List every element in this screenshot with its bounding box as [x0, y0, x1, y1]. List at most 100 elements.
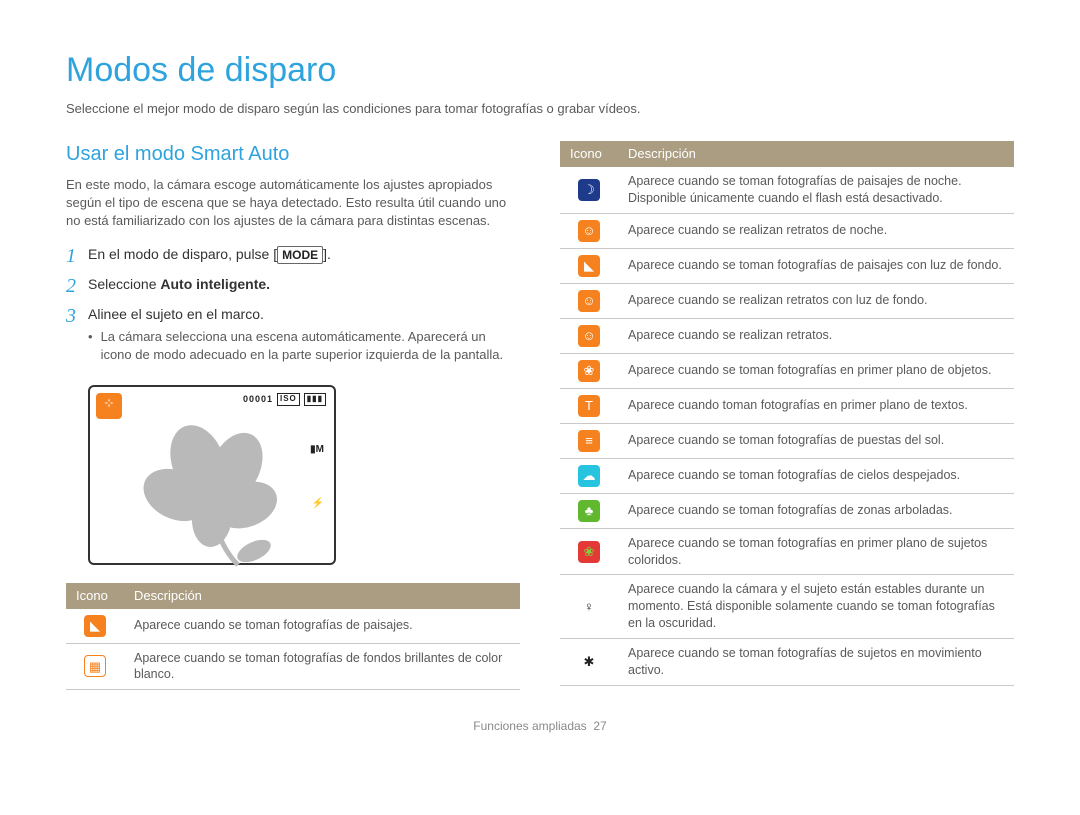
- icon-cell: ☽: [560, 167, 618, 213]
- desc-cell: Aparece cuando se toman fotografías de s…: [618, 639, 1014, 686]
- table-row: ☽ Aparece cuando se toman fotografías de …: [560, 167, 1014, 213]
- step-number: 3: [66, 305, 88, 327]
- step-3: 3 Alinee el sujeto en el marco. La cámar…: [66, 305, 520, 371]
- desc-cell: Aparece cuando se toman fotografías de p…: [618, 248, 1014, 283]
- step-2: 2 Seleccione Auto inteligente.: [66, 275, 520, 297]
- mode-icon: ✱: [578, 651, 600, 673]
- table-row: ≡ Aparece cuando se toman fotografías de …: [560, 423, 1014, 458]
- desc-cell: Aparece cuando se toman fotografías de z…: [618, 493, 1014, 528]
- mode-icon: ❀: [578, 360, 600, 382]
- icon-cell: ♀: [560, 575, 618, 639]
- frame-counter: 00001: [243, 393, 273, 405]
- step-body: En el modo de disparo, pulse [MODE].: [88, 245, 520, 264]
- section-paragraph: En este modo, la cámara escoge automátic…: [66, 176, 520, 229]
- screen-status-bar: 00001 ISO ▮▮▮: [243, 393, 326, 406]
- footer-label: Funciones ampliadas: [473, 719, 586, 733]
- section-heading: Usar el modo Smart Auto: [66, 141, 520, 168]
- step-number: 1: [66, 245, 88, 267]
- icon-cell: ☺: [560, 283, 618, 318]
- steps-list: 1 En el modo de disparo, pulse [MODE]. 2…: [66, 245, 520, 371]
- step-bold-text: Auto inteligente.: [160, 276, 270, 292]
- sub-bullet: La cámara selecciona una escena automáti…: [88, 328, 520, 363]
- mode-icon: T: [578, 395, 600, 417]
- step-text: ].: [323, 246, 331, 262]
- desc-cell: Aparece cuando se realizan retratos con …: [618, 283, 1014, 318]
- icon-cell: ▦: [66, 643, 124, 690]
- step-sub-bullets: La cámara selecciona una escena automáti…: [88, 328, 520, 363]
- desc-cell: Aparece cuando toman fotografías en prim…: [618, 388, 1014, 423]
- desc-cell: Aparece cuando se toman fotografías de c…: [618, 458, 1014, 493]
- camera-screen-illustration: 00001 ISO ▮▮▮ ▮M ⚡: [88, 385, 336, 565]
- desc-cell: Aparece cuando se toman fotografías en p…: [618, 528, 1014, 575]
- mode-button-label: MODE: [277, 246, 323, 264]
- step-1: 1 En el modo de disparo, pulse [MODE].: [66, 245, 520, 267]
- icon-cell: ☺: [560, 213, 618, 248]
- th-icon: Icono: [66, 583, 124, 609]
- table-row: ♀ Aparece cuando la cámara y el sujeto es…: [560, 575, 1014, 639]
- table-row: ☺ Aparece cuando se realizan retratos de …: [560, 213, 1014, 248]
- icon-cell: ☺: [560, 318, 618, 353]
- table-row: ❀ Aparece cuando se toman fotografías en …: [560, 353, 1014, 388]
- desc-cell: Aparece cuando se realizan retratos de n…: [618, 213, 1014, 248]
- mode-icon: ☺: [578, 325, 600, 347]
- step-body: Alinee el sujeto en el marco. La cámara …: [88, 305, 520, 371]
- icon-cell: ◣: [66, 609, 124, 644]
- icon-cell: ✱: [560, 639, 618, 686]
- page-title: Modos de disparo: [66, 48, 1014, 94]
- icon-cell: ◣: [560, 248, 618, 283]
- mode-icon: ☺: [578, 290, 600, 312]
- table-row: T Aparece cuando toman fotografías en pri…: [560, 388, 1014, 423]
- desc-cell: Aparece cuando se toman fotografías de p…: [618, 423, 1014, 458]
- mode-icon: ☺: [578, 220, 600, 242]
- th-desc: Descripción: [124, 583, 520, 609]
- footer-page-number: 27: [593, 719, 606, 733]
- icon-cell: ❀: [560, 353, 618, 388]
- page-footer: Funciones ampliadas 27: [66, 718, 1014, 734]
- table-row: ☺ Aparece cuando se realizan retratos con…: [560, 283, 1014, 318]
- mode-icon: ☁: [578, 465, 600, 487]
- sub-bullet-text: La cámara selecciona una escena automáti…: [101, 328, 520, 363]
- table-row: ▦ Aparece cuando se toman fotografías de …: [66, 643, 520, 690]
- manual-page: Modos de disparo Seleccione el mejor mod…: [0, 0, 1080, 755]
- mode-icon: ♀: [578, 596, 600, 618]
- table-row: ◣ Aparece cuando se toman fotografías de …: [66, 609, 520, 644]
- table-row: ☁ Aparece cuando se toman fotografías de …: [560, 458, 1014, 493]
- step-text: En el modo de disparo, pulse [: [88, 246, 277, 262]
- macro-mode-icon: [96, 393, 122, 419]
- step-body: Seleccione Auto inteligente.: [88, 275, 520, 294]
- desc-cell: Aparece cuando se toman fotografías en p…: [618, 353, 1014, 388]
- step-text: Seleccione: [88, 276, 160, 292]
- mode-icon: ♣: [578, 500, 600, 522]
- table-row: ◣ Aparece cuando se toman fotografías de …: [560, 248, 1014, 283]
- icon-cell: ♣: [560, 493, 618, 528]
- desc-cell: Aparece cuando se realizan retratos.: [618, 318, 1014, 353]
- flower-illustration: [128, 417, 308, 567]
- mode-icon: ◣: [84, 615, 106, 637]
- two-column-layout: Usar el modo Smart Auto En este modo, la…: [66, 141, 1014, 690]
- metering-indicator: ▮M: [310, 443, 324, 457]
- flash-indicator: ⚡: [312, 497, 324, 511]
- battery-indicator: ▮▮▮: [304, 393, 326, 406]
- table-row: ☺ Aparece cuando se realizan retratos.: [560, 318, 1014, 353]
- icon-cell: ❀: [560, 528, 618, 575]
- right-column: Icono Descripción ☽ Aparece cuando se tom…: [560, 141, 1014, 690]
- table-row: ❀ Aparece cuando se toman fotografías en …: [560, 528, 1014, 575]
- mode-icon: ☽: [578, 179, 600, 201]
- desc-cell: Aparece cuando se toman fotografías de p…: [124, 609, 520, 644]
- page-intro: Seleccione el mejor modo de disparo segú…: [66, 100, 1014, 118]
- icon-cell: ☁: [560, 458, 618, 493]
- mode-icon: ◣: [578, 255, 600, 277]
- mode-icon: ▦: [84, 655, 106, 677]
- desc-cell: Aparece cuando se toman fotografías de p…: [618, 167, 1014, 213]
- th-desc: Descripción: [618, 141, 1014, 167]
- table-row: ✱ Aparece cuando se toman fotografías de …: [560, 639, 1014, 686]
- desc-cell: Aparece cuando se toman fotografías de f…: [124, 643, 520, 690]
- mode-icon: ❀: [578, 541, 600, 563]
- desc-cell: Aparece cuando la cámara y el sujeto est…: [618, 575, 1014, 639]
- mode-icon: ≡: [578, 430, 600, 452]
- left-column: Usar el modo Smart Auto En este modo, la…: [66, 141, 520, 690]
- icon-cell: ≡: [560, 423, 618, 458]
- icon-cell: T: [560, 388, 618, 423]
- step-text: Alinee el sujeto en el marco.: [88, 306, 264, 322]
- th-icon: Icono: [560, 141, 618, 167]
